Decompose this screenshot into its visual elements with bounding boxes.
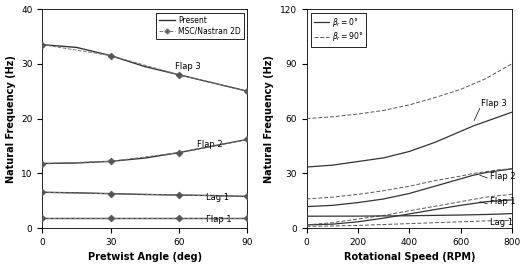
Text: Lag 1: Lag 1 (206, 193, 229, 202)
Y-axis label: Natural Frequency (Hz): Natural Frequency (Hz) (264, 55, 274, 183)
Text: Flap 1: Flap 1 (206, 215, 232, 224)
Y-axis label: Natural Frequency (Hz): Natural Frequency (Hz) (6, 55, 16, 183)
Text: Flap 2: Flap 2 (197, 140, 223, 149)
X-axis label: Pretwist Angle (deg): Pretwist Angle (deg) (88, 252, 202, 262)
Text: Flap 3: Flap 3 (175, 62, 200, 71)
Text: Flap 2: Flap 2 (490, 172, 515, 181)
Legend: Present, MSC/Nastran 2D: Present, MSC/Nastran 2D (156, 13, 244, 39)
Text: Lag 1: Lag 1 (490, 218, 513, 228)
X-axis label: Rotational Speed (RPM): Rotational Speed (RPM) (343, 252, 475, 262)
Text: Flap 1: Flap 1 (490, 198, 515, 206)
Legend: $\beta_r = 0°$, $\beta_r = 90°$: $\beta_r = 0°$, $\beta_r = 90°$ (310, 13, 367, 47)
Text: Flap 3: Flap 3 (481, 99, 507, 108)
